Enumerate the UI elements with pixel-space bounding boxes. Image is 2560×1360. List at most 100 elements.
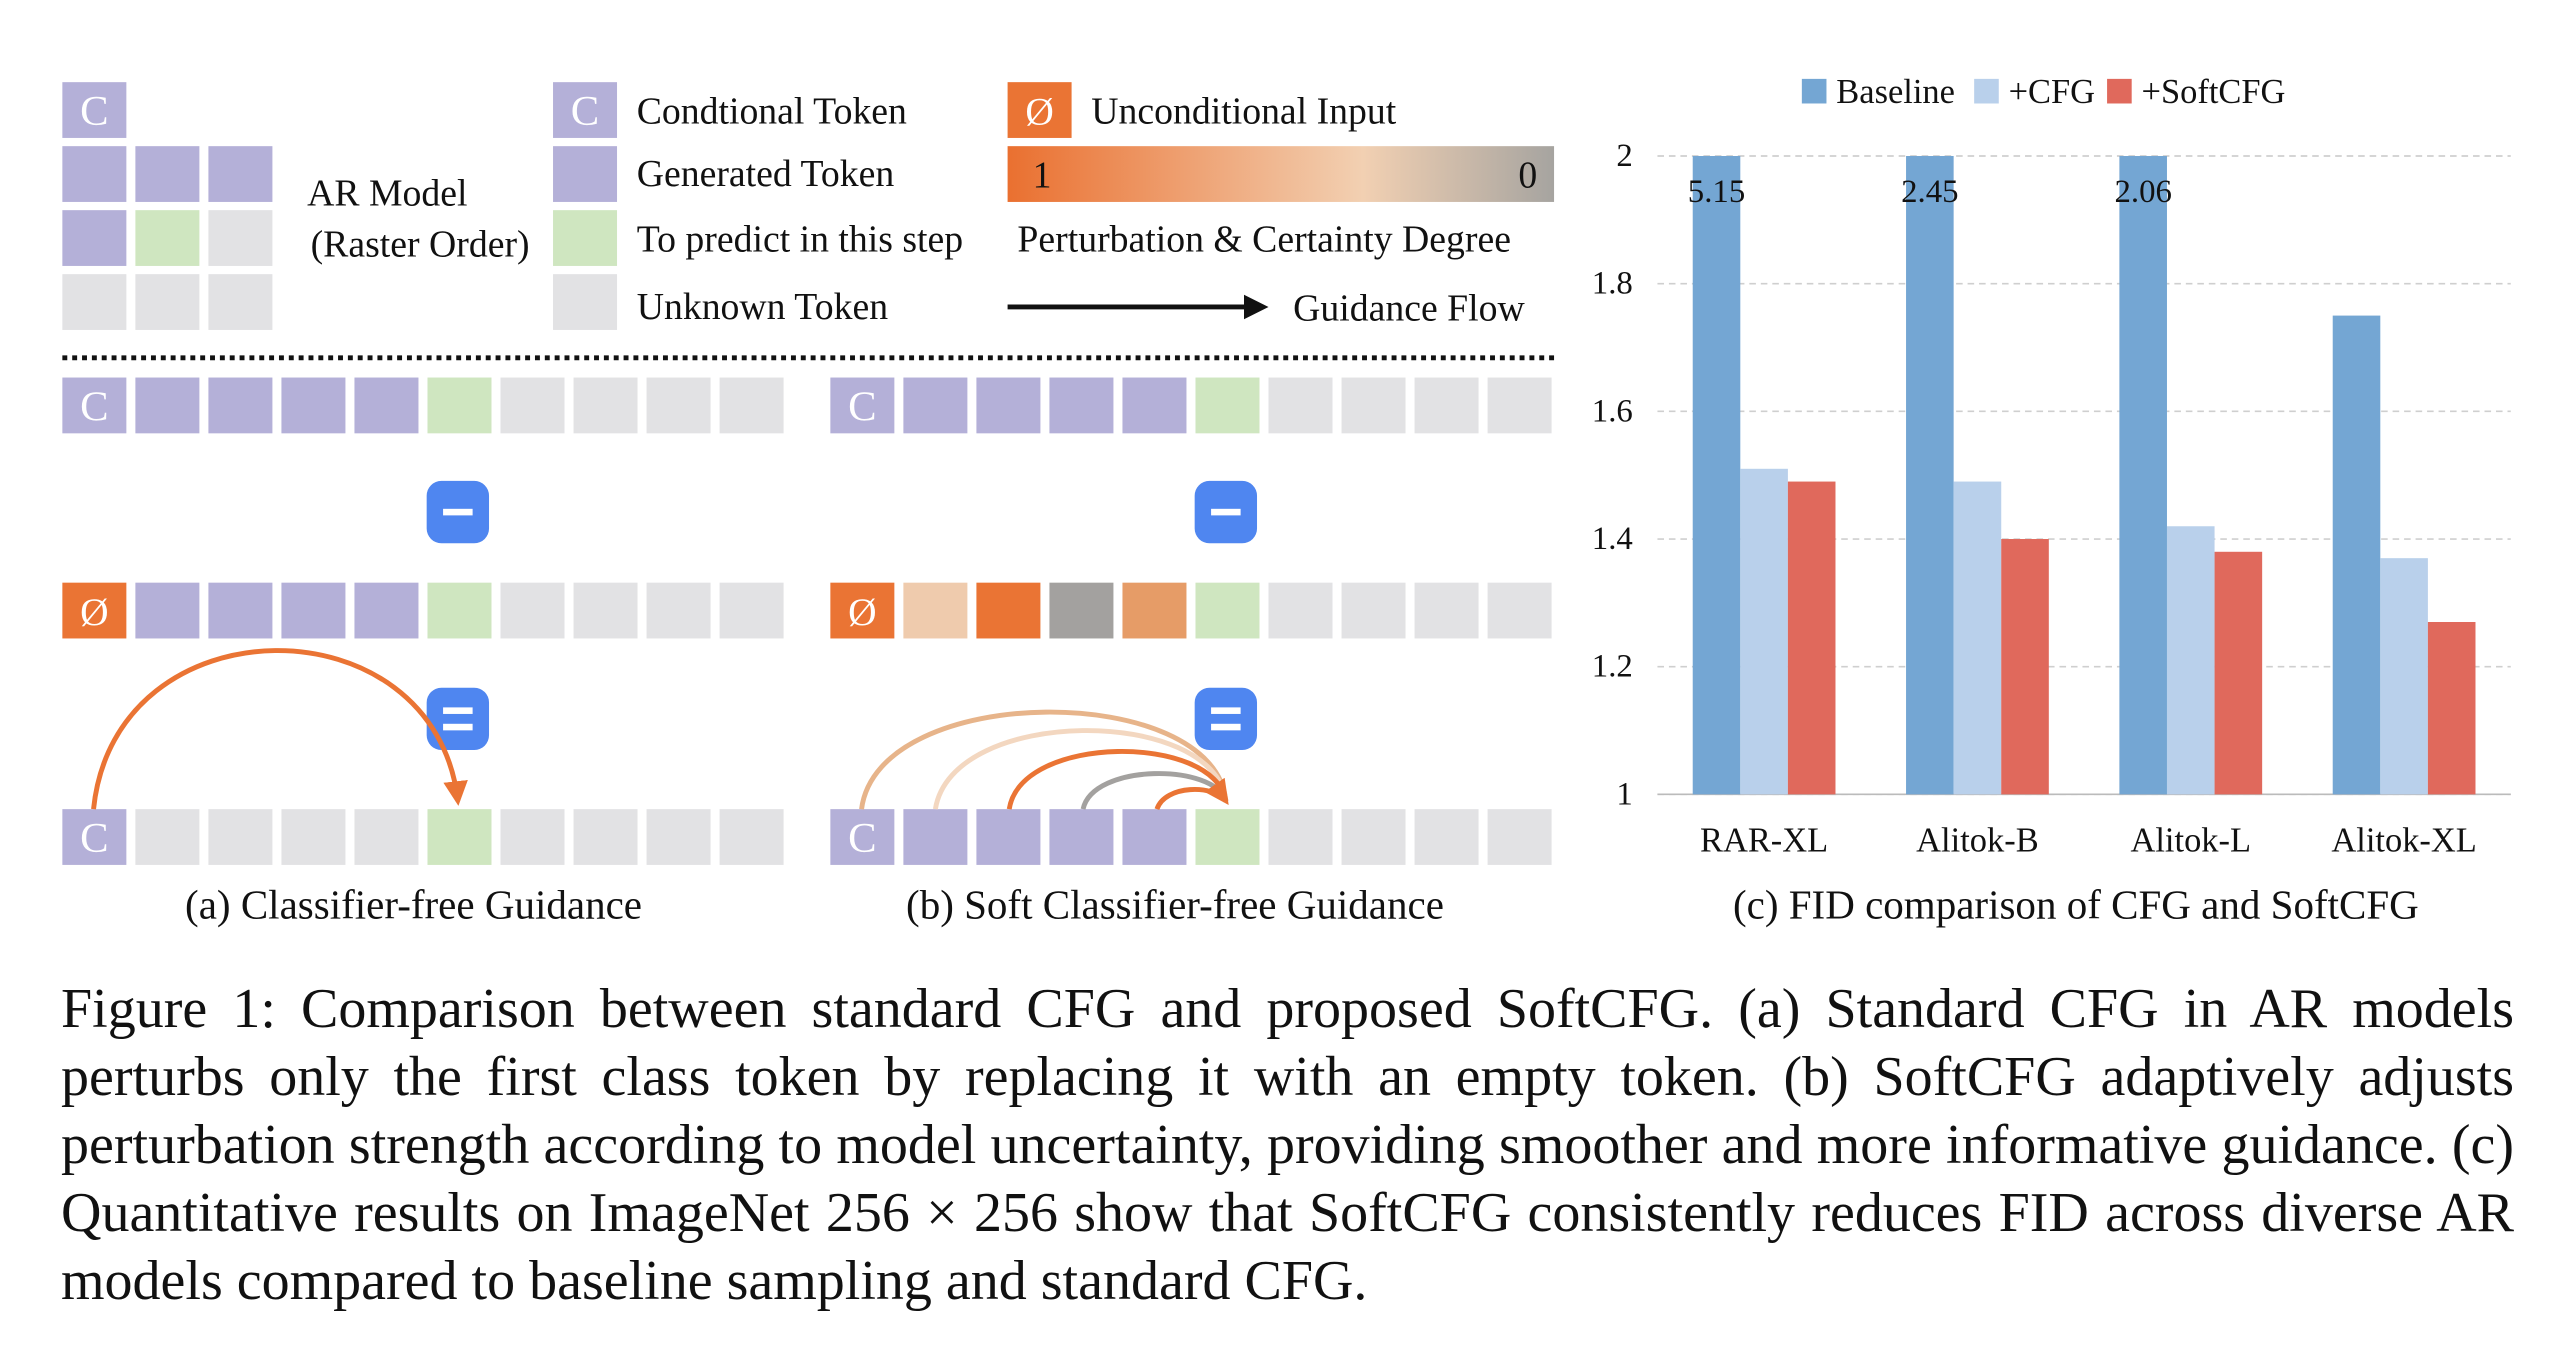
equals-icon	[1194, 687, 1258, 751]
legend-text: Guidance Flow	[1293, 288, 1525, 330]
equals-glyph	[1211, 707, 1241, 714]
token-label: C	[80, 384, 108, 431]
panel-caption: (a) Classifier-free Guidance	[185, 881, 642, 927]
token	[903, 809, 968, 865]
token	[62, 809, 127, 865]
token-label: C	[848, 815, 876, 862]
token	[719, 377, 784, 434]
legend-swatch	[2107, 78, 2132, 104]
token	[1049, 582, 1114, 639]
legend-swatch	[1801, 78, 1827, 104]
token-label: Ø	[1025, 90, 1053, 134]
token	[135, 582, 200, 639]
token-label: C	[80, 88, 108, 135]
x-tick-label: RAR-XL	[1700, 821, 1828, 859]
token	[719, 809, 784, 865]
token	[1268, 377, 1333, 434]
minus-glyph	[443, 508, 473, 516]
y-tick-label: 1	[1616, 776, 1632, 812]
token	[1007, 82, 1072, 138]
equals-glyph	[1211, 723, 1241, 731]
token	[208, 377, 273, 434]
token	[427, 809, 492, 865]
ar-model-label: AR Model	[307, 173, 467, 215]
token-label: Ø	[80, 590, 108, 634]
token	[208, 274, 273, 330]
gradient-bar	[1007, 146, 1555, 202]
token	[1341, 582, 1406, 639]
bar	[1787, 481, 1836, 795]
token	[1195, 809, 1260, 865]
token	[830, 377, 895, 434]
legend-text: Generated Token	[637, 153, 895, 195]
token	[281, 582, 346, 639]
token	[1122, 377, 1187, 434]
panel-caption: (b) Soft Classifier-free Guidance	[906, 881, 1444, 927]
token	[62, 274, 127, 330]
bar	[2380, 558, 2428, 795]
token	[1195, 582, 1260, 639]
token	[976, 377, 1041, 434]
token	[1341, 809, 1406, 865]
ar-model-label: (Raster Order)	[311, 224, 530, 266]
legend-label: Baseline	[1836, 73, 1955, 111]
token	[500, 377, 565, 434]
gradient-label: 1	[1033, 155, 1052, 197]
token	[62, 210, 127, 266]
y-tick-label: 1.2	[1592, 649, 1633, 685]
guidance-arc	[932, 728, 1229, 810]
token	[135, 377, 200, 434]
token	[208, 210, 273, 266]
minus-glyph	[1211, 508, 1241, 516]
token	[573, 582, 638, 639]
token	[573, 377, 638, 434]
token-label: C	[848, 384, 876, 431]
token	[62, 377, 127, 434]
y-tick-label: 1.8	[1592, 266, 1633, 302]
bar	[1906, 156, 1954, 795]
operators	[426, 480, 1258, 751]
legend-text: To predict in this step	[637, 219, 963, 261]
token	[553, 82, 618, 138]
token	[354, 582, 419, 639]
legend-text: Unconditional Input	[1091, 91, 1396, 133]
token	[135, 146, 200, 202]
token	[500, 809, 565, 865]
bar	[2001, 539, 2049, 795]
token	[1487, 809, 1552, 865]
y-tick-label: 1.6	[1592, 393, 1633, 429]
token	[1268, 809, 1333, 865]
token	[427, 582, 492, 639]
token	[135, 210, 200, 266]
token	[830, 582, 895, 639]
legend-text: Unknown Token	[637, 286, 888, 328]
token	[281, 809, 346, 865]
token	[62, 582, 127, 639]
token	[1487, 377, 1552, 434]
equals-icon	[426, 687, 490, 751]
token	[1049, 377, 1114, 434]
bar	[1692, 156, 1741, 795]
token	[976, 809, 1041, 865]
token	[135, 274, 200, 330]
token	[573, 809, 638, 865]
guidance-arc	[1154, 777, 1229, 811]
token	[1122, 582, 1187, 639]
token	[427, 377, 492, 434]
token-label: Ø	[848, 590, 876, 634]
token	[354, 377, 419, 434]
bar	[2214, 551, 2263, 795]
token	[903, 582, 968, 639]
token	[281, 377, 346, 434]
token	[719, 582, 784, 639]
token	[553, 146, 618, 202]
y-tick-label: 2	[1616, 138, 1632, 174]
equals-glyph	[443, 707, 473, 714]
token	[500, 582, 565, 639]
guidance-arc	[859, 709, 1229, 810]
token	[646, 809, 711, 865]
gradient-label: 0	[1518, 155, 1537, 197]
data-label: 5.15	[1688, 174, 1745, 210]
bar	[2332, 315, 2381, 795]
